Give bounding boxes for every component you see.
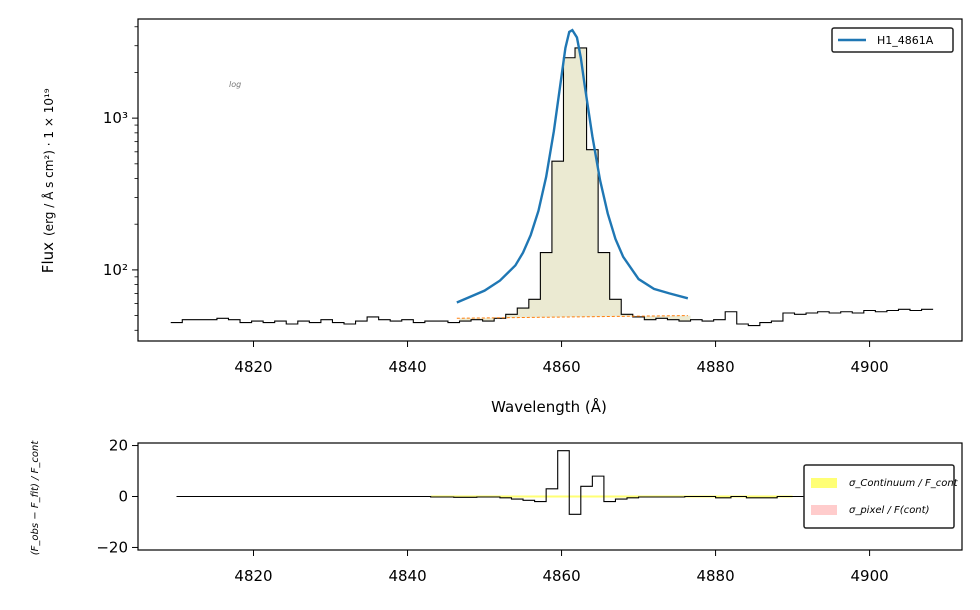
residual-y-tick-label: 20 bbox=[109, 437, 128, 455]
residual-y-tick-label: 0 bbox=[118, 488, 128, 506]
x-tick-label: 4860 bbox=[542, 358, 580, 376]
residual-x-tick-label: 4820 bbox=[234, 567, 272, 585]
y-tick-label: 10² bbox=[103, 261, 128, 279]
main-plot-panel: 4820 4840 4860 4880 4900 10² 10³ log Waveleng… bbox=[39, 18, 963, 416]
sigma-continuum-band bbox=[430, 495, 793, 498]
legend: H1_4861A bbox=[831, 27, 954, 53]
x-axis-label: Wavelength (Å) bbox=[491, 397, 607, 416]
residual-x-tick-label: 4840 bbox=[388, 567, 426, 585]
residual-y-axis-label: (F_obs − F_fit) / F_cont bbox=[30, 440, 41, 556]
y-axis-label: Flux (erg / Å s cm²) · 1 × 10¹⁹ bbox=[39, 88, 57, 273]
h1-4861a-fit-curve bbox=[456, 28, 689, 304]
x-tick-label: 4820 bbox=[234, 358, 272, 376]
continuum-dashed-line bbox=[456, 315, 688, 319]
residual-step-line bbox=[176, 450, 932, 515]
main-plot-frame bbox=[137, 18, 963, 342]
residual-x-tick-label: 4900 bbox=[850, 567, 888, 585]
y-tick-label: 10³ bbox=[103, 109, 128, 127]
legend-label-sigma-pixel: σ_pixel / F(cont) bbox=[849, 505, 929, 516]
legend-label-h1: H1_4861A bbox=[877, 34, 934, 47]
x-tick-label: 4900 bbox=[850, 358, 888, 376]
y-axis-label-prefix: Flux bbox=[39, 242, 57, 273]
observed-spectrum-line bbox=[170, 47, 934, 327]
x-tick-label: 4840 bbox=[388, 358, 426, 376]
residual-x-tick-label: 4860 bbox=[542, 567, 580, 585]
residual-legend: σ_Continuum / F_cont σ_pixel / F(cont) bbox=[803, 464, 959, 529]
x-tick-label: 4880 bbox=[696, 358, 734, 376]
residual-legend-box bbox=[803, 464, 955, 529]
legend-swatch-sigma-continuum bbox=[811, 478, 837, 488]
residual-plot-panel: 4820 4840 4860 4880 4900 −20 0 20 (F_obs − F_f… bbox=[30, 437, 963, 585]
legend-swatch-sigma-pixel bbox=[811, 505, 837, 515]
log-annotation: log bbox=[229, 80, 241, 89]
y-axis-label-unit: (erg / Å s cm²) · 1 × 10¹⁹ bbox=[41, 88, 56, 236]
residual-y-tick-label: −20 bbox=[96, 538, 128, 556]
residual-y-label-text: (F_obs − F_fit) / F_cont bbox=[30, 440, 41, 556]
legend-label-sigma-continuum: σ_Continuum / F_cont bbox=[849, 478, 959, 489]
line-area-fill bbox=[459, 47, 691, 322]
legend-box bbox=[831, 27, 954, 53]
residual-x-tick-label: 4880 bbox=[696, 567, 734, 585]
